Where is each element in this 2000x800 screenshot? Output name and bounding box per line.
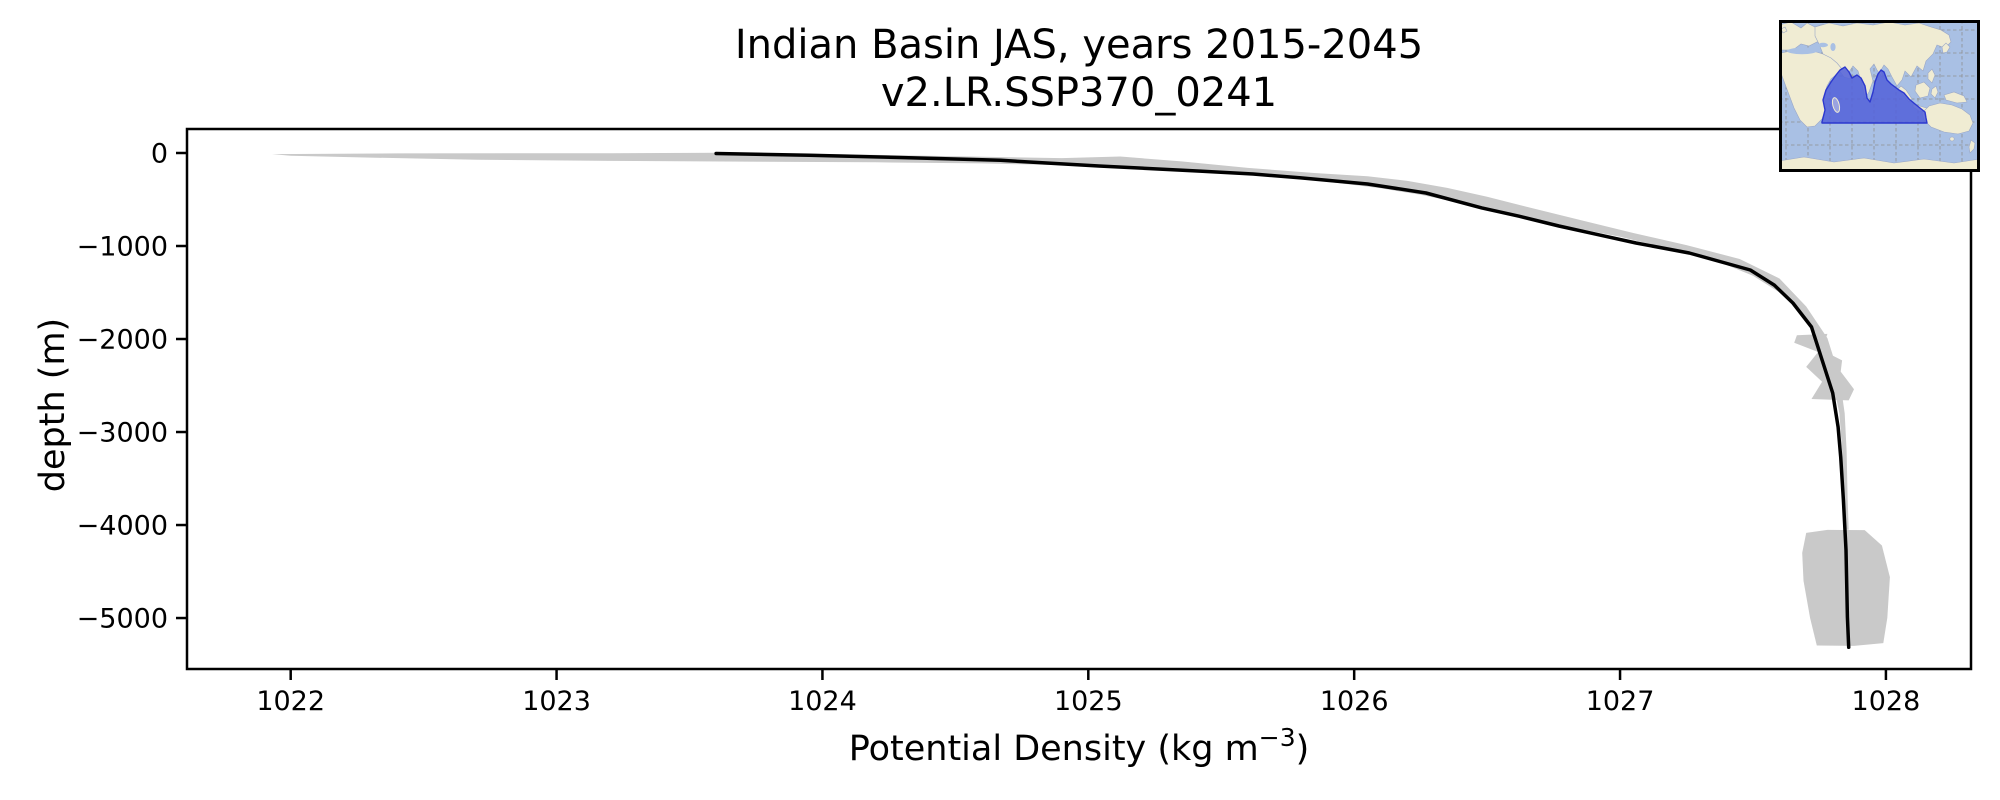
y-tick-label: −1000: [77, 232, 168, 263]
y-tick-label: −2000: [77, 325, 168, 356]
x-axis-label: Potential Density (kg m−3): [849, 723, 1310, 769]
inset-map: [1779, 20, 1980, 172]
x-axis-label-superscript: −3: [1259, 723, 1296, 752]
x-tick-label: 1026: [1320, 686, 1389, 717]
map-caspian-sea: [1830, 43, 1836, 51]
y-tick-label: 0: [151, 138, 168, 169]
map-land-japan: [1941, 42, 1951, 54]
map-land-new-zealand: [1968, 139, 1976, 154]
map-land-tasmania: [1949, 136, 1955, 142]
y-axis-label: depth (m): [33, 318, 73, 492]
map-basin-highlight: [1821, 66, 1928, 124]
x-tick-label: 1022: [256, 686, 325, 717]
x-tick-label: 1024: [788, 686, 857, 717]
x-tick-label: 1028: [1852, 686, 1921, 717]
mean-profile-curve: [714, 151, 1851, 650]
map-land-antarctica: [1779, 156, 1980, 172]
x-axis-label-main: Potential Density (kg m: [849, 729, 1259, 769]
chart-title-line2: v2.LR.SSP370_0241: [881, 70, 1277, 116]
map-land-borneo: [1914, 81, 1931, 99]
map-land-uk: [1780, 26, 1788, 34]
x-axis-label-close: ): [1296, 729, 1310, 769]
map-land-philippines: [1927, 68, 1936, 84]
map-mediterranean-sea: [1787, 47, 1817, 55]
uncertainty-band: [272, 152, 1890, 646]
y-axis-ticks: 0 −1000 −2000 −3000 −4000 −5000: [77, 138, 187, 635]
map-land-sulawesi: [1930, 85, 1939, 99]
map-border-frame: [1779, 20, 1980, 172]
map-land-new-guinea: [1943, 91, 1968, 104]
plot-frame: [185, 127, 1973, 671]
x-tick-label: 1027: [1586, 686, 1655, 717]
x-axis-ticks: 1022 1023 1024 1025 1026 1027 1028: [256, 669, 1920, 717]
y-tick-label: −4000: [77, 511, 168, 542]
y-tick-label: −5000: [77, 604, 168, 635]
band-main: [272, 152, 1849, 530]
x-tick-label: 1025: [1054, 686, 1123, 717]
y-tick-label: −3000: [77, 418, 168, 449]
x-tick-label: 1023: [522, 686, 591, 717]
map-madagascar: [1831, 97, 1841, 113]
chart-title-line1: Indian Basin JAS, years 2015-2045: [735, 22, 1423, 68]
map-black-sea: [1818, 42, 1828, 48]
map-land-australia: [1921, 102, 1974, 135]
density-profile-line: [714, 151, 1851, 650]
